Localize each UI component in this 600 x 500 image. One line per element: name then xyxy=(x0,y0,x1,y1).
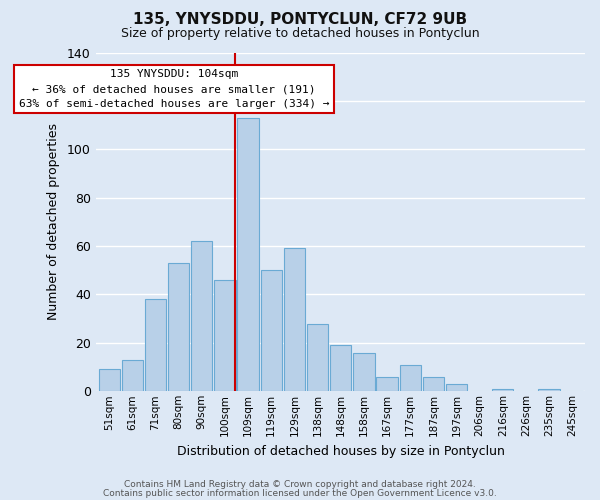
Text: 135 YNYSDDU: 104sqm
← 36% of detached houses are smaller (191)
63% of semi-detac: 135 YNYSDDU: 104sqm ← 36% of detached ho… xyxy=(19,70,329,109)
Bar xyxy=(238,118,259,392)
Bar xyxy=(122,360,143,392)
Bar xyxy=(168,263,189,392)
Bar xyxy=(307,324,328,392)
Bar xyxy=(376,376,398,392)
Bar xyxy=(98,370,120,392)
Bar xyxy=(260,270,282,392)
Bar xyxy=(214,280,236,392)
Bar xyxy=(191,241,212,392)
Bar xyxy=(538,389,560,392)
Bar xyxy=(492,389,514,392)
Bar xyxy=(284,248,305,392)
Bar xyxy=(422,376,444,392)
Text: Size of property relative to detached houses in Pontyclun: Size of property relative to detached ho… xyxy=(121,28,479,40)
Y-axis label: Number of detached properties: Number of detached properties xyxy=(47,124,60,320)
Bar xyxy=(330,346,352,392)
Text: 135, YNYSDDU, PONTYCLUN, CF72 9UB: 135, YNYSDDU, PONTYCLUN, CF72 9UB xyxy=(133,12,467,28)
Text: Contains public sector information licensed under the Open Government Licence v3: Contains public sector information licen… xyxy=(103,489,497,498)
X-axis label: Distribution of detached houses by size in Pontyclun: Distribution of detached houses by size … xyxy=(177,444,505,458)
Bar xyxy=(400,364,421,392)
Text: Contains HM Land Registry data © Crown copyright and database right 2024.: Contains HM Land Registry data © Crown c… xyxy=(124,480,476,489)
Bar xyxy=(446,384,467,392)
Bar xyxy=(145,300,166,392)
Bar xyxy=(353,352,374,392)
